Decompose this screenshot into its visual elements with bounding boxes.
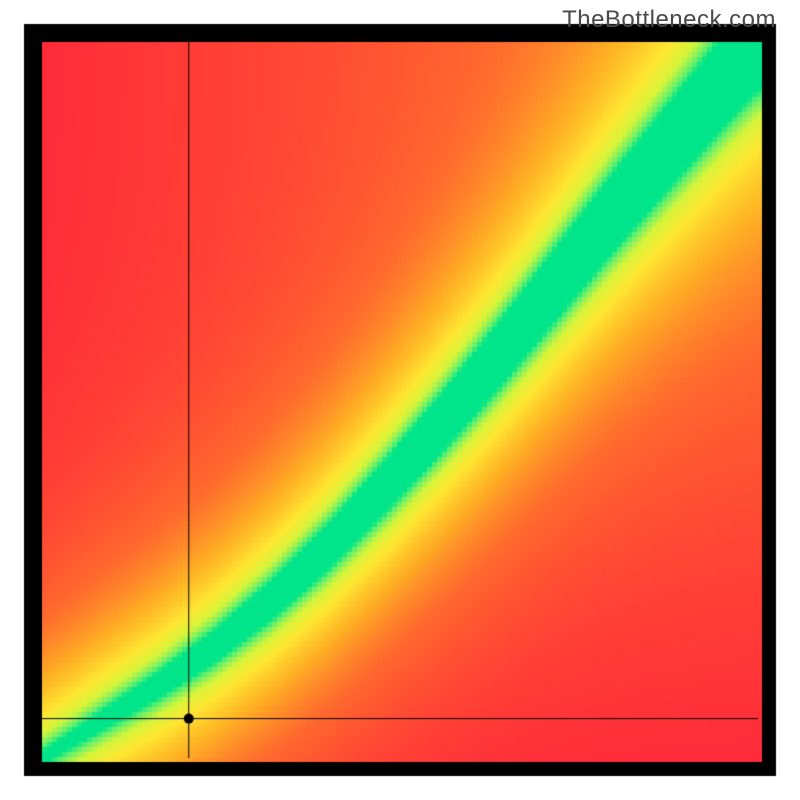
bottleneck-heatmap xyxy=(0,0,800,800)
watermark-text: TheBottleneck.com xyxy=(562,6,776,34)
